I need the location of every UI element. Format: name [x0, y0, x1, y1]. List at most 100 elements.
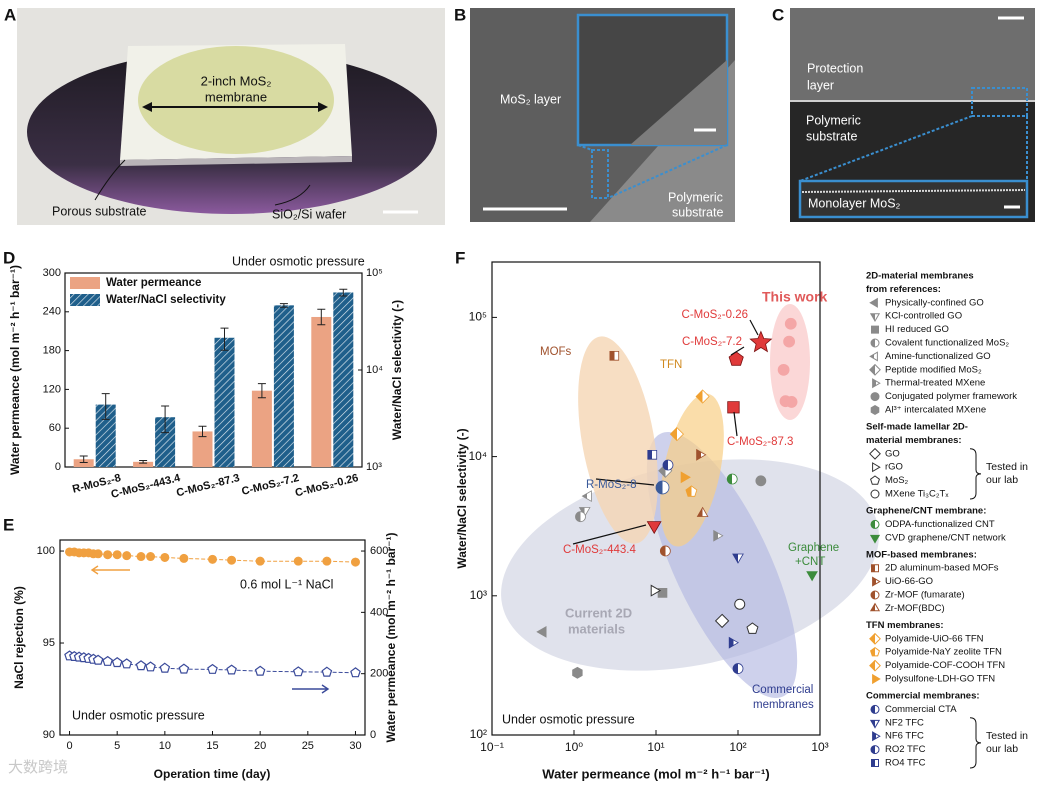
point [695, 389, 710, 404]
panel-letter: D [3, 248, 15, 267]
point [160, 552, 170, 562]
point [728, 351, 744, 366]
point [646, 521, 662, 535]
y2-tick-label: 10³ [366, 461, 382, 473]
legend-label: Physically-confined GO [885, 297, 984, 308]
annotation: membranes [753, 699, 814, 711]
point [647, 450, 658, 460]
point [662, 459, 674, 471]
label: substrate [672, 205, 723, 219]
legend-swatch [70, 294, 100, 306]
point [350, 557, 360, 567]
substrate-edge [120, 156, 352, 166]
bar [273, 305, 294, 467]
panel-letter: A [4, 5, 16, 24]
point [227, 555, 237, 565]
legend-marker [869, 534, 881, 544]
y-tick-label: 0 [55, 461, 61, 473]
x-tick-label: 10³ [811, 740, 828, 754]
point [713, 529, 724, 542]
point [755, 475, 767, 487]
y-tick-label: 90 [43, 729, 55, 741]
legend-label: rGO [885, 462, 903, 473]
legend-note: our lab [986, 474, 1018, 486]
error-bar [339, 288, 348, 297]
legend-label: RO2 TFC [885, 744, 926, 755]
y-tick-label: 10⁴ [468, 449, 487, 463]
point [696, 448, 707, 461]
legend-marker [872, 462, 881, 473]
legend-label: Polyamide-COF-COOH TFN [885, 660, 1005, 671]
legend-marker [869, 602, 881, 612]
point-label: C-MoS₂-7.2 [682, 336, 742, 348]
point [350, 667, 361, 678]
error-bar [317, 308, 326, 326]
point [93, 549, 103, 559]
x-tick-label: 10⁻¹ [480, 740, 504, 754]
bar [155, 417, 176, 467]
error-bar [101, 393, 110, 420]
point [659, 545, 671, 557]
y2-tick-label: 600 [370, 545, 388, 557]
axis-label: Operation time (day) [154, 767, 271, 781]
legend-label: Polysulfone-LDH-GO TFN [885, 674, 995, 685]
annotation: This work [762, 289, 828, 305]
legend-group-title: Graphene/CNT membrane: [866, 506, 986, 517]
arrow-head [142, 102, 152, 112]
error-bar [198, 425, 207, 438]
legend-marker [872, 731, 881, 742]
y2-tick-label: 10⁴ [366, 364, 383, 376]
x-tick-label: 10 [159, 740, 171, 752]
point [696, 506, 709, 517]
point [732, 553, 744, 564]
bar [133, 461, 154, 467]
x-tick-label: C-MoS₂-87.3 [175, 472, 241, 499]
brace [969, 717, 982, 769]
point [650, 584, 662, 597]
y-tick-label: 240 [43, 306, 61, 318]
axis-label: Water/NaCl selectivity (-) [390, 300, 404, 440]
legend-label: MoS₂ [885, 475, 909, 486]
panel-letter: E [3, 515, 14, 534]
point [226, 664, 237, 675]
bar [311, 316, 332, 467]
x-tick-label: 10¹ [647, 740, 664, 754]
point [572, 666, 583, 679]
legend-marker [869, 297, 878, 308]
axis-label: Water permeance (mol m⁻² h⁻¹ bar⁻¹) [542, 766, 769, 781]
legend-label: KCl-controlled GO [885, 311, 962, 322]
point [322, 556, 332, 566]
protection-layer [790, 8, 1035, 100]
legend-label: NF6 TFC [885, 731, 924, 742]
annotation: MOFs [540, 346, 572, 358]
legend-label: ODPA-functionalized CNT [885, 519, 995, 530]
x-tick-label: 0 [66, 740, 72, 752]
y2-tick-label: 400 [370, 606, 388, 618]
legend-group-title: from references: [866, 284, 941, 295]
point-label: C-MoS₂-0.26 [682, 309, 748, 321]
legend-marker [870, 405, 880, 415]
label-arrow [749, 319, 759, 336]
legend-swatch [70, 277, 100, 289]
point [785, 396, 798, 408]
point [734, 598, 746, 610]
axis-label: NaCl rejection (%) [12, 586, 26, 689]
point [159, 662, 171, 673]
legend-marker [870, 489, 880, 499]
region-mofs [578, 336, 658, 544]
y-tick-label: 10³ [470, 588, 487, 602]
legend-group-title: 2D-material membranes [866, 271, 974, 282]
panel-a: 2-inch MoS₂ membrane Porous substrate Si… [4, 5, 445, 225]
point [208, 554, 218, 564]
annotation: Under osmotic pressure [502, 712, 635, 726]
label: 2-inch MoS₂ [201, 73, 272, 88]
point [669, 427, 684, 442]
legend-note: Tested in [986, 730, 1028, 742]
panel-c: Protection layer Polymeric substrate Mon… [772, 5, 1035, 222]
label: SiO₂/Si wafer [272, 207, 346, 221]
watermark: 大数跨境 [8, 758, 68, 776]
pointer [94, 159, 126, 201]
bar [251, 390, 272, 467]
legend-label: Covalent functionalized MoS₂ [885, 338, 1009, 349]
point [207, 663, 218, 674]
